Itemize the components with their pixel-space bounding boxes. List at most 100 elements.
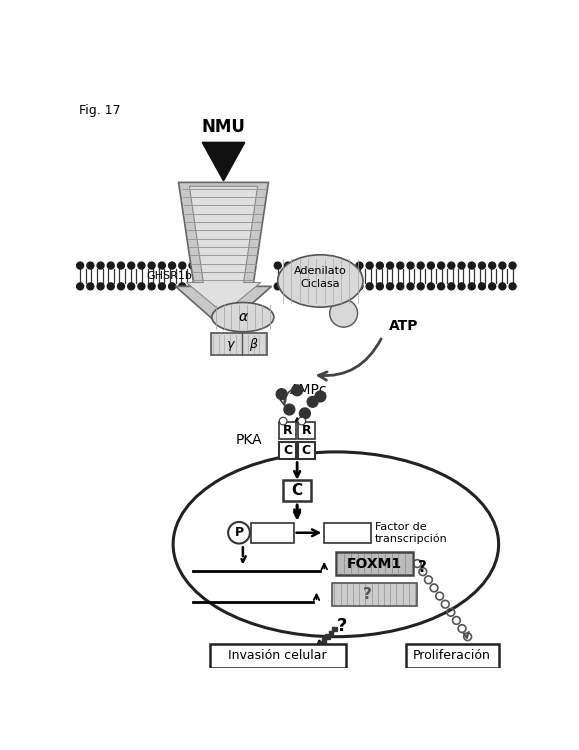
Circle shape [427,283,434,290]
Circle shape [168,262,175,269]
Circle shape [478,262,485,269]
Circle shape [417,283,424,290]
Circle shape [87,283,94,290]
Circle shape [417,262,424,269]
Text: AMPc: AMPc [290,382,328,397]
Circle shape [489,262,496,269]
Circle shape [148,283,155,290]
Circle shape [438,283,445,290]
Bar [324,523,371,543]
Bar [332,583,417,606]
Circle shape [76,283,83,290]
Circle shape [118,283,124,290]
Circle shape [97,262,104,269]
Circle shape [448,283,455,290]
Circle shape [138,283,145,290]
Text: PKA: PKA [236,433,262,447]
Bar [336,552,413,575]
Circle shape [366,262,373,269]
Text: γ: γ [226,338,233,350]
Text: ?: ? [418,560,427,575]
Circle shape [478,283,485,290]
Circle shape [279,417,287,425]
Circle shape [458,262,465,269]
Circle shape [299,408,310,419]
Circle shape [509,262,516,269]
Bar [298,422,315,439]
Bar [210,644,346,668]
Text: C: C [292,483,303,498]
Circle shape [315,391,326,402]
Text: Factor de: Factor de [375,521,426,532]
Circle shape [138,262,145,269]
Circle shape [387,262,394,269]
Circle shape [305,283,312,290]
Text: C: C [302,444,311,457]
Circle shape [407,262,414,269]
Circle shape [107,283,114,290]
Circle shape [128,262,135,269]
Circle shape [325,262,332,269]
Polygon shape [175,182,272,328]
Text: FOXM1: FOXM1 [347,556,402,571]
Circle shape [509,283,516,290]
Bar [283,479,311,501]
Bar [298,442,315,459]
Circle shape [295,262,302,269]
Circle shape [284,283,291,290]
Bar [279,442,296,459]
Bar [406,644,499,668]
Text: ?: ? [362,586,371,602]
Circle shape [335,262,343,269]
Circle shape [427,262,434,269]
Text: R: R [302,424,312,436]
Text: ?: ? [337,617,347,635]
Circle shape [307,397,318,407]
Circle shape [274,262,281,269]
Circle shape [189,262,196,269]
Bar [328,631,333,635]
Text: NMU: NMU [201,118,245,136]
Text: Invasión celular: Invasión celular [229,650,327,662]
Bar [211,333,267,355]
Circle shape [366,283,373,290]
Circle shape [387,283,394,290]
Circle shape [315,262,322,269]
Circle shape [159,283,166,290]
Polygon shape [186,186,261,314]
Text: Proliferación: Proliferación [413,650,491,662]
Circle shape [468,283,475,290]
Circle shape [397,283,404,290]
Circle shape [499,262,506,269]
Bar [325,634,329,639]
Circle shape [325,283,332,290]
Circle shape [356,283,363,290]
Circle shape [76,262,83,269]
Circle shape [346,262,353,269]
Circle shape [148,262,155,269]
Bar [332,627,336,632]
Circle shape [335,283,343,290]
Circle shape [292,385,303,396]
Circle shape [168,283,175,290]
Circle shape [87,262,94,269]
Text: β: β [249,338,257,350]
Circle shape [189,283,196,290]
Bar [321,638,326,643]
Circle shape [179,262,186,269]
Circle shape [376,262,383,269]
Circle shape [276,388,287,400]
Circle shape [448,262,455,269]
Bar [251,523,294,543]
Circle shape [356,262,363,269]
Circle shape [329,299,358,327]
Circle shape [284,404,295,415]
Circle shape [128,283,135,290]
Circle shape [284,262,291,269]
Circle shape [376,283,383,290]
Circle shape [407,283,414,290]
Circle shape [346,283,353,290]
Circle shape [438,262,445,269]
Circle shape [499,283,506,290]
Circle shape [458,283,465,290]
